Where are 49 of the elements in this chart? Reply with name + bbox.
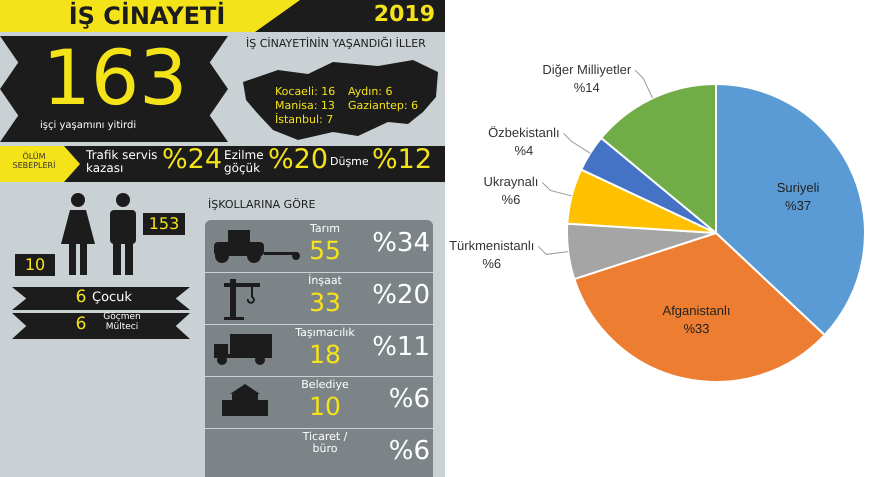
- text: İstanbul: 7: [275, 113, 334, 126]
- text: İŞKOLLARINA GÖRE: [208, 198, 316, 212]
- text: Ezilme göçük: [224, 148, 264, 176]
- text: %34: [371, 228, 430, 258]
- text: ÖLÜM SEBEPLERİ: [12, 152, 56, 171]
- text: %20: [371, 280, 430, 310]
- text: İŞ CİNAYETİ: [68, 2, 226, 30]
- data-label: %14: [574, 80, 600, 95]
- text: Düşme: [330, 155, 369, 168]
- data-label: %6: [502, 192, 520, 208]
- slice-label: Özbekistanlı: [488, 124, 560, 140]
- text: %20: [268, 144, 328, 175]
- text: 33: [308, 288, 342, 317]
- text: İnşaat: [307, 274, 343, 288]
- text: Trafik servis kazası: [86, 148, 158, 176]
- text: Taşımacılık: [294, 326, 356, 340]
- data-label: %4: [514, 142, 534, 158]
- text: 55: [308, 236, 342, 265]
- data-label: %6: [482, 256, 502, 272]
- data-label: %37: [785, 198, 812, 214]
- slice-label: Diğer Milliyetler: [542, 62, 632, 77]
- text: 2019: [372, 2, 435, 28]
- text: 153: [143, 214, 185, 233]
- text: 6: [74, 287, 88, 307]
- text: %24: [162, 144, 222, 175]
- text: %6: [388, 384, 430, 414]
- slice-label: Ukraynalı: [483, 174, 538, 190]
- data-label: %33: [683, 320, 710, 336]
- text: 6: [74, 314, 88, 334]
- slice-label: Türkmenistanlı: [449, 238, 534, 254]
- text: Kocaeli: 16: [275, 85, 336, 98]
- slice-label: Afganistanlı: [662, 302, 730, 318]
- text: Çocuk: [92, 290, 133, 306]
- text: Manisa: 13: [275, 99, 336, 112]
- text: Tarım: [309, 222, 341, 236]
- text: 10: [308, 392, 342, 421]
- text: %6: [388, 436, 430, 466]
- text: 18: [308, 340, 342, 369]
- text: Gaziantep: 6: [348, 99, 420, 112]
- text: 10: [15, 255, 55, 274]
- slice-label: Suriyeli: [776, 180, 820, 196]
- text: Ticaret / büro: [302, 430, 348, 456]
- text: %11: [371, 332, 430, 362]
- text: İŞ CİNAYETİNİN YAŞANDIĞI İLLER: [246, 37, 427, 50]
- text: Belediye: [300, 378, 350, 392]
- text: Göçmen Mülteci: [102, 312, 142, 333]
- text: işçi yaşamını yitirdi: [40, 120, 138, 131]
- text: %12: [372, 144, 434, 175]
- text: Aydın: 6: [348, 85, 394, 98]
